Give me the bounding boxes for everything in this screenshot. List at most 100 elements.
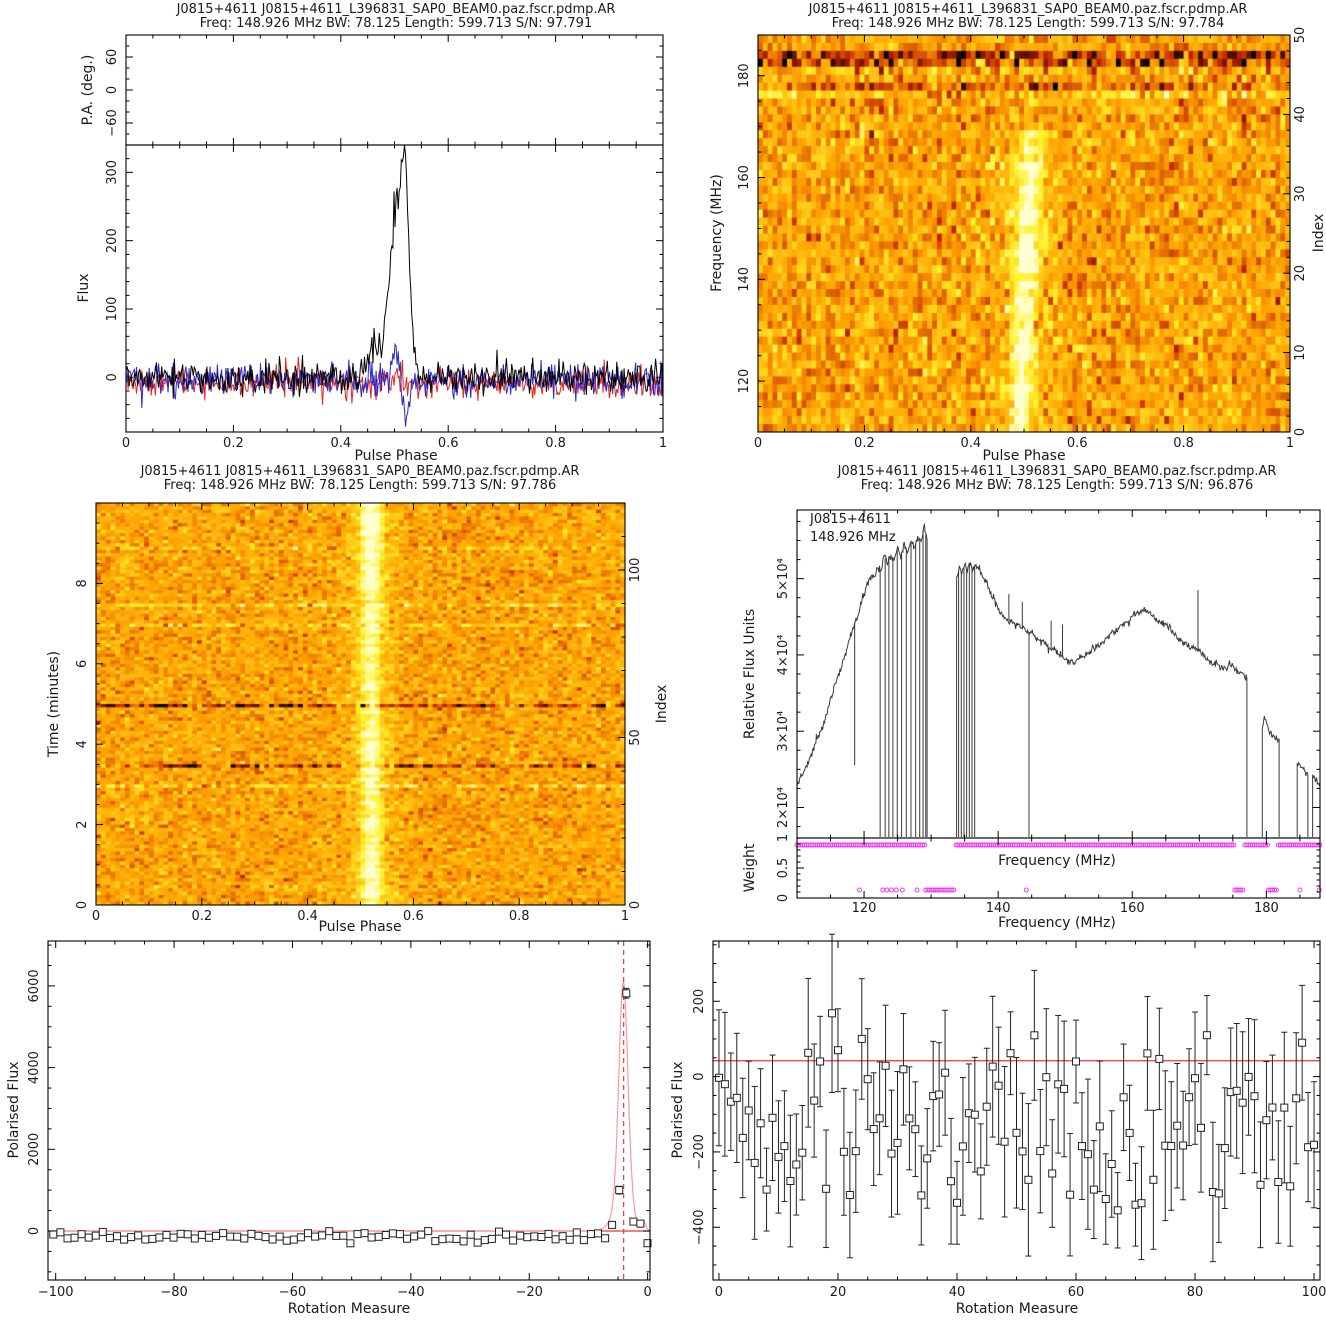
- spectrum-annotation-freq: 148.926 MHz: [810, 530, 896, 545]
- data-point-square: [98, 1227, 107, 1236]
- data-point-square: [1167, 1142, 1176, 1150]
- profile-xaxis-label: Pulse Phase: [354, 448, 438, 464]
- data-point-square: [923, 1154, 932, 1163]
- tick-label: 120: [852, 901, 877, 916]
- data-point-square: [353, 1230, 362, 1239]
- tick-label: 1: [659, 436, 667, 451]
- tick-label: 0: [776, 894, 791, 902]
- tick-label: 100: [105, 297, 120, 322]
- data-point-square: [1054, 1080, 1063, 1089]
- weight-point: [1316, 887, 1322, 893]
- data-point-square: [289, 1235, 298, 1244]
- weight-point: [1297, 887, 1303, 893]
- tick-label: 0: [27, 1227, 42, 1235]
- data-point-square: [403, 1234, 411, 1243]
- data-point-square: [976, 1167, 985, 1176]
- data-point-square: [367, 1233, 376, 1242]
- data-point-square: [155, 1233, 164, 1242]
- data-point-square: [233, 1232, 242, 1241]
- tick-label: 60: [105, 49, 120, 66]
- data-point-square: [839, 1147, 848, 1156]
- data-point-square: [762, 1185, 771, 1194]
- data-point-square: [204, 1233, 213, 1242]
- pa-box: [125, 34, 664, 146]
- data-point-square: [1078, 1142, 1086, 1151]
- data-point-square: [226, 1232, 235, 1241]
- freq-phase-title-line2: Freq: 148.926 MHz BW: 78.125 Length: 599…: [831, 16, 1225, 31]
- data-point-square: [551, 1235, 560, 1244]
- tick-label: −40: [397, 1285, 424, 1300]
- tick-label: 10: [1293, 344, 1308, 361]
- data-point-square: [1113, 1206, 1122, 1215]
- data-point-square: [1119, 1093, 1128, 1102]
- data-point-square: [629, 1217, 638, 1226]
- data-point-square: [487, 1234, 496, 1243]
- data-point-square: [318, 1231, 327, 1240]
- data-point-square: [586, 1230, 595, 1239]
- spectrum-box: [796, 509, 1321, 839]
- profile-title-line1: J0815+4611 J0815+4611_L396831_SAP0_BEAM0…: [176, 2, 616, 17]
- tick-label: 0: [643, 1285, 651, 1300]
- bandpass-curve: [796, 523, 928, 837]
- weight-point: [1231, 842, 1237, 848]
- tick-label: 8: [75, 579, 90, 587]
- tick-label: 0.8: [509, 909, 530, 924]
- tick-label: 0.6: [403, 909, 424, 924]
- data-point-square: [970, 1110, 979, 1119]
- data-point-square: [622, 989, 631, 998]
- data-point-square: [162, 1230, 171, 1239]
- data-point-square: [558, 1232, 567, 1241]
- data-point-square: [869, 1125, 878, 1134]
- spectrum-title-line1: J0815+4611 J0815+4611_L396831_SAP0_BEAM0…: [837, 464, 1277, 479]
- tick-label: 0: [692, 1072, 707, 1080]
- tick-label: 0.8: [1173, 436, 1194, 451]
- data-point-square: [756, 1119, 765, 1128]
- data-point-square: [857, 1034, 866, 1043]
- data-point-square: [786, 1177, 795, 1185]
- data-point-square: [1298, 1038, 1307, 1047]
- data-point-square: [744, 1106, 753, 1115]
- time-phase-box: [95, 502, 626, 906]
- data-point-square: [810, 1096, 819, 1105]
- data-point-square: [183, 1230, 192, 1239]
- data-point-square: [1197, 1123, 1205, 1132]
- data-point-square: [544, 1229, 553, 1238]
- data-point-square: [816, 1057, 825, 1066]
- data-point-square: [1101, 1195, 1110, 1203]
- data-point-square: [875, 1114, 884, 1123]
- data-point-square: [381, 1231, 390, 1239]
- data-point-square: [1292, 1094, 1301, 1103]
- flux-axis-label: Flux: [76, 273, 92, 303]
- data-point-square: [459, 1237, 468, 1246]
- data-point-square: [127, 1233, 136, 1242]
- data-point-square: [141, 1235, 150, 1244]
- data-point-square: [1083, 1150, 1092, 1159]
- weight-point: [920, 842, 926, 848]
- data-point-square: [1036, 1147, 1045, 1156]
- time-phase-heatmap-canvas: [96, 503, 625, 905]
- relative-flux-axis-label: Relative Flux Units: [742, 608, 758, 740]
- tick-label: 180: [1254, 901, 1279, 916]
- data-point-square: [738, 1133, 747, 1142]
- data-point-square: [325, 1227, 334, 1236]
- data-point-square: [84, 1233, 93, 1242]
- tick-label: 4×10⁴: [776, 634, 791, 675]
- data-point-square: [1143, 1049, 1152, 1058]
- data-point-square: [105, 1233, 114, 1242]
- data-point-square: [608, 1220, 617, 1229]
- data-point-square: [1024, 1175, 1033, 1184]
- data-point-square: [565, 1235, 574, 1244]
- tick-label: 1: [621, 909, 629, 924]
- weight-point: [1273, 887, 1279, 893]
- tick-label: 2×10⁴: [776, 787, 791, 828]
- data-point-square: [905, 1114, 914, 1123]
- data-point-square: [958, 1142, 967, 1151]
- frequency-axis-label: Frequency (MHz): [709, 174, 725, 292]
- tick-label: 0: [75, 901, 90, 909]
- tick-label: 0: [715, 1285, 723, 1300]
- weight-point: [1238, 887, 1244, 893]
- data-point-square: [982, 1102, 991, 1111]
- data-point-square: [834, 1046, 842, 1055]
